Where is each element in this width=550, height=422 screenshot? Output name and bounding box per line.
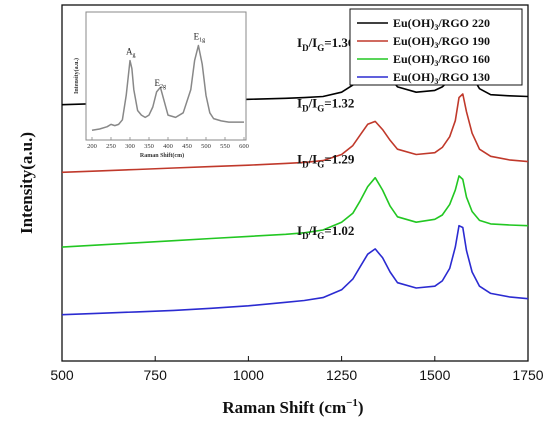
inset-x-tick-label-2: 300	[125, 143, 135, 150]
plot-frame	[61, 4, 529, 362]
inset-x-tick-label-1: 250	[106, 143, 116, 150]
inset-peak-group: Ag E2g E1g	[126, 32, 205, 90]
inset-x-tick-group: 200 250 300 350 400 450 500 550 600	[87, 137, 249, 150]
inset-x-tick-label-8: 600	[239, 143, 249, 150]
x-axis-title-tail: )	[358, 398, 364, 417]
ratio-annotation-1: ID/IG=1.32	[297, 95, 354, 113]
ratio-part: G	[317, 43, 324, 53]
ratio-part: I	[297, 95, 302, 110]
inset-peak-label-1: E2g	[155, 78, 167, 90]
inset-x-tick-label-6: 500	[201, 143, 211, 150]
ratio-part: D	[302, 231, 309, 241]
legend: Eu(OH)3/RGO 220 Eu(OH)3/RGO 190 Eu(OH)3/RG…	[349, 8, 523, 86]
legend-box	[349, 8, 523, 86]
ratio-part: /I	[308, 223, 318, 238]
series-line-3	[61, 224, 529, 316]
series-line-1	[61, 93, 529, 174]
ratio-part: =1.32	[324, 95, 354, 110]
ratio-part: =1.36	[324, 35, 355, 50]
inset-x-tick-label-4: 400	[163, 143, 173, 150]
ratio-part: I	[297, 35, 302, 50]
x-tick-group: 500 750 1000 1250 1500 1750	[50, 356, 544, 383]
x-axis-title: Raman Shift (cm−1)	[222, 397, 363, 417]
ratio-annotation-0: ID/IG=1.36	[297, 35, 355, 53]
ratio-part: /I	[308, 152, 318, 167]
x-axis-title-sup: −1	[346, 397, 358, 409]
inset-series-group	[91, 44, 244, 131]
ratio-part: G	[317, 103, 324, 113]
inset-x-label: Raman Shift(cm)	[140, 152, 184, 159]
legend-label-0: Eu(OH)3/RGO 220	[393, 16, 490, 32]
inset-x-tick-label-7: 550	[220, 143, 230, 150]
x-tick-label-5: 1750	[512, 367, 543, 383]
legend-label-3: Eu(OH)3/RGO 130	[393, 70, 490, 86]
ratio-part: D	[302, 103, 309, 113]
ratio-part: I	[297, 223, 302, 238]
series-line-2	[61, 175, 529, 248]
y-axis-title: Intensity(a.u.)	[17, 132, 36, 234]
x-axis-title-main: Raman Shift (cm	[222, 398, 346, 417]
ratio-part: /I	[308, 95, 318, 110]
ratio-part: G	[317, 160, 324, 170]
ratio-annotation-2: ID/IG=1.29	[297, 152, 355, 170]
ratio-part: =1.29	[324, 152, 355, 167]
inset-x-tick-label-3: 350	[144, 143, 154, 150]
inset-series-line-0	[91, 44, 244, 131]
ratio-part: G	[317, 231, 324, 241]
inset-peak-label-2: E1g	[194, 32, 206, 44]
ratio-part: /I	[308, 35, 318, 50]
x-tick-label-4: 1500	[419, 367, 450, 383]
x-tick-label-2: 1000	[233, 367, 264, 383]
legend-label-2: Eu(OH)3/RGO 160	[393, 52, 490, 68]
inset-chart: 200 250 300 350 400 450 500 550 600 Ag E2g E1g Ram…	[73, 11, 249, 159]
legend-label-1: Eu(OH)3/RGO 190	[393, 34, 490, 50]
inset-x-tick-label-5: 450	[182, 143, 192, 150]
ratio-part: D	[302, 43, 309, 53]
inset-frame	[85, 11, 247, 141]
ratio-annotation-3: ID/IG=1.02	[297, 223, 354, 241]
inset-y-label: Intensity(a.u.)	[73, 58, 80, 94]
x-tick-label-3: 1250	[326, 367, 357, 383]
inset-x-tick-label-0: 200	[87, 143, 97, 150]
x-tick-label-0: 500	[50, 367, 74, 383]
ratio-part: =1.02	[324, 223, 354, 238]
x-tick-label-1: 750	[144, 367, 168, 383]
inset-peak-label-0: Ag	[126, 47, 136, 59]
ratio-part: D	[302, 160, 309, 170]
ratio-part: I	[297, 152, 302, 167]
